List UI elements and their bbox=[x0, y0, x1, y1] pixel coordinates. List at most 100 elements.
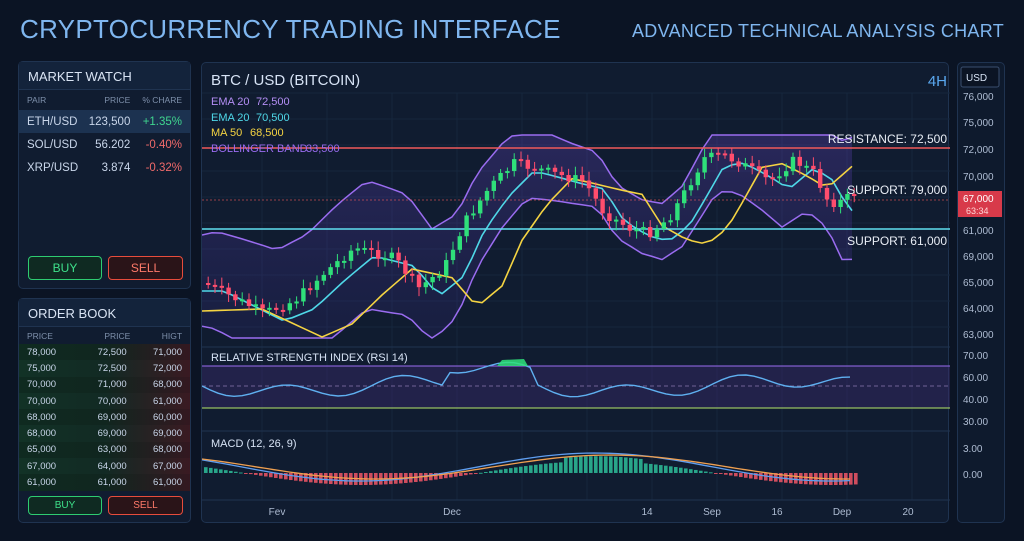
col-price: PRICE bbox=[104, 95, 131, 105]
candle bbox=[335, 261, 340, 268]
pair-price: 3.874 bbox=[101, 161, 131, 174]
candle bbox=[763, 169, 768, 178]
pair-name: SOL/USD bbox=[27, 138, 78, 151]
candle bbox=[444, 260, 449, 276]
candle bbox=[654, 228, 660, 238]
candle bbox=[464, 215, 469, 237]
candle bbox=[240, 299, 245, 302]
x-tick: Fev bbox=[269, 507, 286, 518]
candle bbox=[559, 171, 564, 176]
candle bbox=[484, 190, 490, 201]
order-book-row[interactable]: 78,000 72,500 71,000 bbox=[19, 344, 190, 361]
market-row-eth[interactable]: ETH/USD 123,500 +1.35% bbox=[19, 110, 190, 133]
col-change: % CHARE bbox=[142, 95, 183, 105]
order-book-row[interactable]: 68,000 69,000 69,000 bbox=[19, 425, 190, 442]
rsi-overbought-fill bbox=[497, 359, 528, 366]
candle bbox=[403, 260, 408, 274]
candle bbox=[396, 252, 401, 261]
order-book-row[interactable]: 68,000 69,000 60,000 bbox=[19, 409, 190, 426]
order-sell-button[interactable]: SELL bbox=[108, 496, 183, 515]
candle bbox=[580, 175, 585, 181]
order-book-cell: 61,000 bbox=[152, 477, 182, 489]
order-book-cell: 63,000 bbox=[97, 444, 127, 456]
order-book-row[interactable]: 75,000 72,500 72,000 bbox=[19, 360, 190, 377]
candle bbox=[287, 303, 292, 311]
chart-panel[interactable]: BTC / USD (BITCOIN) 4H EMA 20 72,500 EMA… bbox=[201, 62, 950, 524]
app-subtitle: ADVANCED TECHNICAL ANALYSIS CHART bbox=[632, 21, 1004, 41]
market-row-sol[interactable]: SOL/USD 56.202 -0.40% bbox=[19, 133, 190, 156]
bollinger-lower-line bbox=[201, 190, 853, 339]
order-book-header: PRICE PRICE HIGT bbox=[19, 327, 190, 344]
order-book-row[interactable]: 67,000 64,000 67,000 bbox=[19, 458, 190, 475]
candle bbox=[382, 258, 388, 261]
candle bbox=[784, 171, 789, 177]
price-tick: 70,000 bbox=[963, 172, 994, 183]
x-tick: 20 bbox=[902, 507, 914, 518]
candle bbox=[797, 156, 802, 166]
support-upper-label: SUPPORT: 79,000 bbox=[847, 183, 947, 197]
timeframe-label[interactable]: 4H bbox=[928, 73, 947, 90]
order-book-cell: 68,000 bbox=[27, 428, 57, 440]
col-pair: PAIR bbox=[27, 95, 47, 105]
order-book-cell: 75,000 bbox=[27, 362, 57, 374]
order-book-row[interactable]: 61,000 61,000 61,000 bbox=[19, 474, 190, 491]
candle bbox=[811, 165, 816, 170]
rsi-band bbox=[202, 366, 950, 408]
candle-countdown: 63:34 bbox=[966, 206, 989, 216]
candle bbox=[518, 159, 524, 162]
candle bbox=[478, 200, 483, 214]
candle bbox=[627, 224, 632, 231]
price-tick: 75,000 bbox=[963, 118, 994, 129]
candle bbox=[600, 198, 605, 214]
order-book-cell: 71,000 bbox=[97, 379, 127, 391]
order-book-cell: 72,500 bbox=[97, 362, 127, 374]
legend-ema20b-label: EMA 20 bbox=[211, 112, 250, 124]
pair-change: -0.32% bbox=[145, 161, 183, 174]
candle bbox=[845, 194, 850, 200]
order-book-panel: ORDER BOOK PRICE PRICE HIGT 78,000 72,500… bbox=[18, 298, 191, 523]
price-tick: 76,000 bbox=[963, 92, 994, 103]
market-buy-button[interactable]: BUY bbox=[28, 256, 102, 280]
legend-ma50-label: MA 50 bbox=[211, 127, 242, 139]
candle bbox=[818, 169, 823, 188]
price-axis: USD 76,000 75,000 72,000 70,000 61,000 6… bbox=[957, 62, 1005, 523]
candle bbox=[491, 180, 496, 191]
order-book-cell: 70,000 bbox=[27, 395, 57, 407]
currency-select[interactable] bbox=[960, 66, 1000, 88]
bollinger-upper-line bbox=[201, 134, 853, 250]
pair-change: -0.40% bbox=[145, 138, 183, 151]
order-book-row[interactable]: 70,000 71,000 68,000 bbox=[19, 376, 190, 393]
pair-price: 123,500 bbox=[88, 115, 131, 128]
legend-ema20-label: EMA 20 bbox=[211, 96, 250, 108]
market-row-xrp[interactable]: XRP/USD 3.874 -0.32% bbox=[19, 156, 190, 179]
candle bbox=[777, 176, 782, 179]
macd-tick: 3.00 bbox=[963, 444, 983, 455]
candle bbox=[328, 267, 333, 275]
price-tick: 72,000 bbox=[963, 145, 994, 156]
price-ticks: 76,000 75,000 72,000 70,000 61,000 69,00… bbox=[963, 92, 994, 481]
order-book-cell: 68,000 bbox=[152, 379, 182, 391]
resistance-label: RESISTANCE: 72,500 bbox=[828, 132, 947, 146]
market-sell-button[interactable]: SELL bbox=[108, 256, 183, 280]
market-watch-title: MARKET WATCH bbox=[19, 62, 190, 90]
order-book-row[interactable]: 65,000 63,000 68,000 bbox=[19, 441, 190, 459]
candle bbox=[355, 248, 360, 251]
candle bbox=[852, 194, 857, 197]
candle bbox=[750, 163, 755, 167]
candle bbox=[505, 171, 510, 174]
price-tick: 69,000 bbox=[963, 252, 994, 263]
candle bbox=[682, 190, 687, 204]
candle bbox=[246, 299, 252, 307]
macd-label: MACD (12, 26, 9) bbox=[211, 438, 297, 450]
order-book-row[interactable]: 70,000 70,000 61,000 bbox=[19, 392, 190, 410]
pair-price: 56.202 bbox=[95, 138, 131, 151]
order-buy-button[interactable]: BUY bbox=[28, 496, 102, 515]
order-book-cell: 61,000 bbox=[97, 477, 127, 489]
candle bbox=[369, 247, 374, 251]
candle bbox=[471, 213, 476, 216]
candle bbox=[566, 175, 571, 182]
candle bbox=[675, 203, 680, 221]
current-price-value: 67,000 bbox=[963, 194, 994, 205]
price-chart[interactable]: BTC / USD (BITCOIN) 4H EMA 20 72,500 EMA… bbox=[201, 63, 950, 524]
candle bbox=[552, 167, 558, 172]
